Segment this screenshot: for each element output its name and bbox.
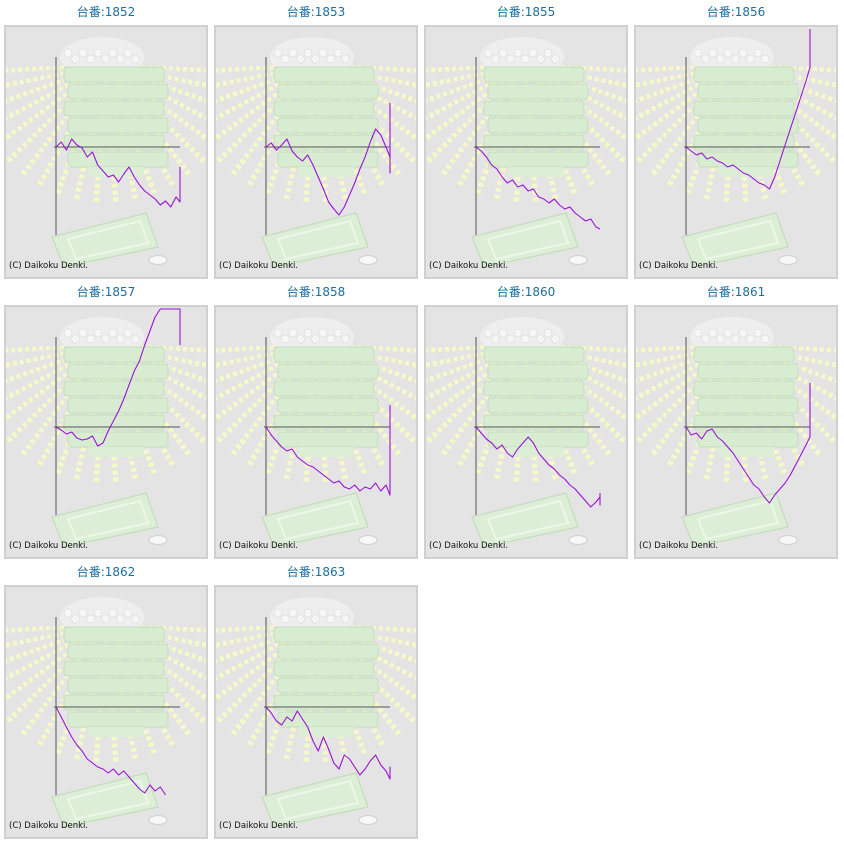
chart-panel: (C) Daikoku Denki.	[634, 25, 838, 279]
series-line	[55, 138, 181, 208]
background-machine-illustration	[216, 597, 416, 828]
chart-card: 台番:1856 (C) Daikoku Denki.	[634, 2, 838, 279]
background-machine-illustration	[426, 317, 626, 548]
background-machine-illustration	[216, 37, 416, 268]
series-line	[265, 103, 391, 216]
chart-title-link[interactable]: 台番:1860	[496, 285, 556, 299]
chart-panel: (C) Daikoku Denki.	[4, 305, 208, 559]
chart-card: 台番:1853 (C) Daikoku Denki.	[214, 2, 418, 279]
line-chart	[426, 317, 626, 548]
chart-title-link[interactable]: 台番:1857	[76, 285, 136, 299]
chart-card: 台番:1860 (C) Daikoku Denki.	[424, 282, 628, 559]
line-chart	[6, 597, 206, 828]
line-chart	[216, 597, 416, 828]
series-line	[475, 426, 601, 508]
chart-panel: (C) Daikoku Denki.	[214, 305, 418, 559]
chart-card: 台番:1858 (C) Daikoku Denki.	[214, 282, 418, 559]
line-chart	[636, 317, 836, 548]
line-chart	[636, 29, 836, 268]
copyright-text: (C) Daikoku Denki.	[639, 261, 719, 271]
chart-title-link[interactable]: 台番:1852	[76, 5, 136, 19]
line-chart	[426, 37, 626, 268]
copyright-text: (C) Daikoku Denki.	[429, 541, 509, 551]
series-line	[55, 706, 167, 796]
series-line	[55, 308, 181, 447]
chart-title-link[interactable]: 台番:1855	[496, 5, 556, 19]
background-machine-illustration	[636, 317, 836, 548]
line-chart	[216, 317, 416, 548]
chart-title-link[interactable]: 台番:1856	[706, 5, 766, 19]
copyright-text: (C) Daikoku Denki.	[9, 261, 89, 271]
chart-title-link[interactable]: 台番:1862	[76, 565, 136, 579]
series-line	[685, 29, 811, 190]
chart-card: 台番:1862 (C) Daikoku Denki.	[4, 562, 208, 839]
background-machine-illustration	[636, 37, 836, 268]
copyright-text: (C) Daikoku Denki.	[219, 821, 299, 831]
chart-card: 台番:1863 (C) Daikoku Denki.	[214, 562, 418, 839]
copyright-text: (C) Daikoku Denki.	[219, 541, 299, 551]
chart-panel: (C) Daikoku Denki.	[4, 585, 208, 839]
chart-title-link[interactable]: 台番:1858	[286, 285, 346, 299]
background-machine-illustration	[216, 317, 416, 548]
chart-panel: (C) Daikoku Denki.	[424, 305, 628, 559]
series-line	[475, 146, 601, 230]
copyright-text: (C) Daikoku Denki.	[639, 541, 719, 551]
background-machine-illustration	[426, 37, 626, 268]
copyright-text: (C) Daikoku Denki.	[429, 261, 509, 271]
series-line	[685, 383, 811, 504]
chart-panel: (C) Daikoku Denki.	[634, 305, 838, 559]
background-machine-illustration	[6, 597, 206, 828]
chart-title-link[interactable]: 台番:1853	[286, 5, 346, 19]
series-line	[265, 405, 391, 496]
copyright-text: (C) Daikoku Denki.	[9, 821, 89, 831]
chart-card: 台番:1861 (C) Daikoku Denki.	[634, 282, 838, 559]
copyright-text: (C) Daikoku Denki.	[219, 261, 299, 271]
chart-panel: (C) Daikoku Denki.	[424, 25, 628, 279]
background-machine-illustration	[6, 317, 206, 548]
chart-title-link[interactable]: 台番:1861	[706, 285, 766, 299]
background-machine-illustration	[6, 37, 206, 268]
copyright-text: (C) Daikoku Denki.	[9, 541, 89, 551]
line-chart	[6, 308, 206, 548]
chart-card: 台番:1855 (C) Daikoku Denki.	[424, 2, 628, 279]
line-chart	[6, 37, 206, 268]
chart-card: 台番:1857 (C) Daikoku Denki.	[4, 282, 208, 559]
chart-panel: (C) Daikoku Denki.	[214, 25, 418, 279]
chart-panel: (C) Daikoku Denki.	[4, 25, 208, 279]
series-line	[265, 706, 391, 780]
chart-title-link[interactable]: 台番:1863	[286, 565, 346, 579]
chart-panel: (C) Daikoku Denki.	[214, 585, 418, 839]
line-chart	[216, 37, 416, 268]
chart-card: 台番:1852 (C) Daikoku Denki.	[4, 2, 208, 279]
